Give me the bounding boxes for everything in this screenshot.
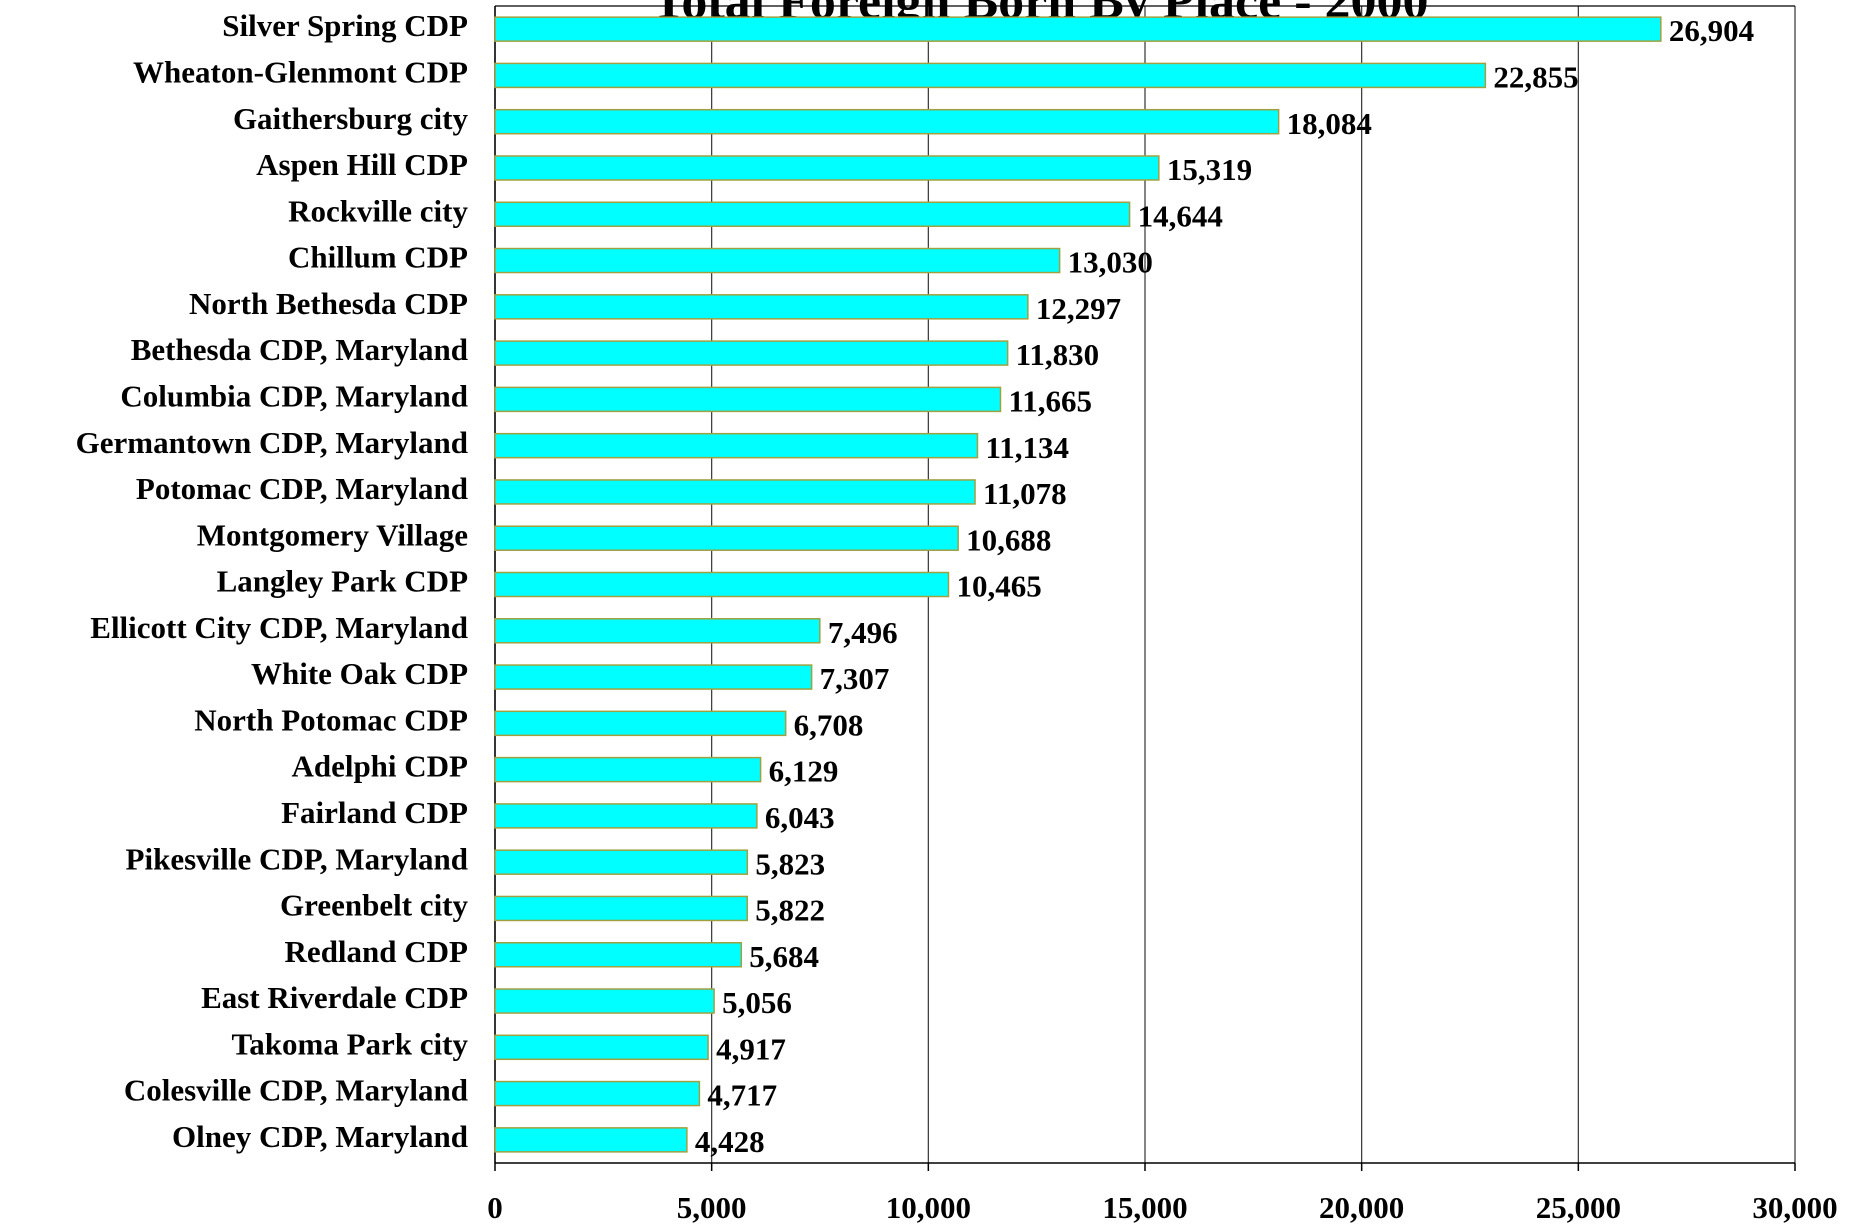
bar — [494, 16, 1662, 42]
data-label: 11,078 — [983, 476, 1067, 511]
data-label: 4,917 — [716, 1031, 786, 1066]
y-tick-label: Olney CDP, Maryland — [172, 1119, 468, 1154]
x-tick-label: 0 — [487, 1190, 503, 1225]
y-tick-label: Gaithersburg city — [233, 101, 469, 136]
y-tick-label: East Riverdale CDP — [201, 980, 468, 1015]
data-label: 5,056 — [722, 985, 792, 1020]
data-label: 13,030 — [1068, 245, 1153, 280]
bar — [494, 432, 979, 459]
bar — [494, 1127, 688, 1153]
data-label: 6,708 — [794, 707, 864, 742]
y-tick-label: Germantown CDP, Maryland — [76, 425, 468, 460]
x-tick-label: 5,000 — [677, 1190, 747, 1225]
y-tick-label: Fairland CDP — [281, 795, 468, 830]
x-tick-label: 10,000 — [886, 1190, 971, 1225]
y-tick-label: Rockville city — [288, 193, 468, 228]
bar — [494, 62, 1487, 89]
bar — [494, 247, 1061, 274]
bar — [494, 1034, 709, 1061]
data-label: 4,717 — [707, 1078, 777, 1113]
x-tick-label: 20,000 — [1319, 1190, 1404, 1225]
data-label: 10,465 — [956, 569, 1041, 604]
data-label: 4,428 — [695, 1124, 765, 1159]
bar — [494, 803, 758, 829]
bar — [494, 756, 762, 783]
bar — [494, 849, 749, 875]
y-tick-label: Montgomery Village — [197, 517, 468, 552]
data-label: 11,830 — [1016, 337, 1100, 372]
y-tick-label: Silver Spring CDP — [222, 8, 468, 43]
data-label: 12,297 — [1036, 291, 1121, 326]
data-label: 14,644 — [1138, 198, 1223, 233]
data-label: 6,129 — [769, 754, 839, 789]
y-tick-label: Adelphi CDP — [291, 749, 468, 784]
bar — [494, 988, 715, 1014]
y-tick-label: Aspen Hill CDP — [256, 147, 468, 182]
data-label: 11,665 — [1008, 383, 1092, 418]
bar — [494, 108, 1280, 135]
y-tick-label: Pikesville CDP, Maryland — [126, 841, 468, 876]
bar — [494, 201, 1131, 228]
y-tick-label: North Potomac CDP — [194, 702, 468, 737]
data-label: 18,084 — [1287, 106, 1372, 141]
y-tick-label: Langley Park CDP — [217, 564, 469, 599]
data-label: 10,688 — [966, 522, 1051, 557]
bar — [494, 525, 959, 551]
data-label: 11,134 — [985, 430, 1069, 465]
bar — [494, 571, 950, 598]
bar — [494, 386, 1002, 413]
y-tick-label: Wheaton-Glenmont CDP — [133, 55, 468, 90]
y-tick-label: Takoma Park city — [231, 1026, 468, 1061]
y-tick-label: Potomac CDP, Maryland — [136, 471, 468, 506]
bar — [494, 664, 813, 690]
bar — [494, 1080, 701, 1107]
data-label: 5,822 — [755, 893, 825, 928]
y-tick-label: White Oak CDP — [251, 656, 468, 691]
bar — [494, 941, 743, 968]
data-label: 7,307 — [820, 661, 890, 696]
data-label: 6,043 — [765, 800, 835, 835]
x-tick-label: 15,000 — [1102, 1190, 1187, 1225]
y-tick-label: Chillum CDP — [288, 240, 468, 275]
bar — [494, 294, 1029, 320]
bar — [494, 155, 1160, 181]
y-tick-label: North Bethesda CDP — [189, 286, 468, 321]
data-label: 7,496 — [828, 615, 898, 650]
bar — [494, 340, 1009, 366]
data-label: 15,319 — [1167, 152, 1252, 187]
y-tick-label: Redland CDP — [285, 934, 469, 969]
y-tick-label: Ellicott City CDP, Maryland — [90, 610, 468, 645]
y-tick-label: Bethesda CDP, Maryland — [131, 332, 468, 367]
bar — [494, 618, 821, 644]
y-tick-label: Greenbelt city — [280, 888, 468, 923]
data-label: 5,684 — [749, 939, 819, 974]
data-label: 26,904 — [1669, 13, 1754, 48]
x-tick-label: 25,000 — [1536, 1190, 1621, 1225]
data-label: 5,823 — [755, 846, 825, 881]
bar — [494, 479, 976, 505]
x-tick-label: 30,000 — [1752, 1190, 1837, 1225]
data-label: 22,855 — [1493, 60, 1578, 95]
y-tick-label: Columbia CDP, Maryland — [120, 378, 468, 413]
bar — [494, 895, 749, 922]
bar — [494, 710, 787, 737]
y-tick-label: Colesville CDP, Maryland — [124, 1073, 468, 1108]
